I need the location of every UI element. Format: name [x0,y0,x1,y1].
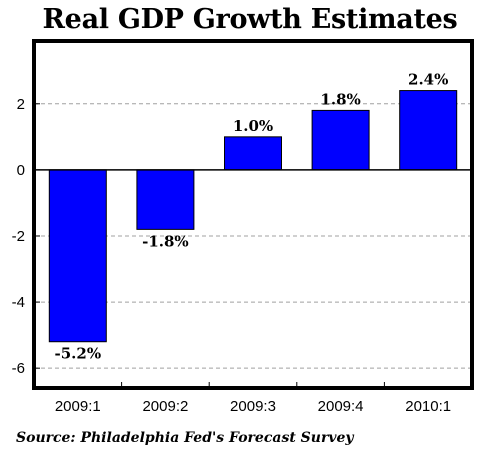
bar-2009-3 [224,136,282,171]
bars [48,90,458,343]
bar-2009-2 [136,169,195,230]
x-tick-label: 2010:1 [405,398,451,415]
chart-title: Real GDP Growth Estimates [42,4,458,35]
bar-2010-1 [399,90,458,171]
y-tick-label: -6 [12,360,25,377]
x-tick-label: 2009:4 [318,398,364,415]
gridlines [34,103,472,369]
plot-frame [32,39,474,390]
x-axis-ticks: 2009:1 2009:2 2009:3 2009:4 2010:1 [33,382,451,415]
data-label: 1.0% [233,117,273,135]
data-label: -5.2% [55,345,102,363]
x-tick-label: 2009:3 [230,398,276,415]
chart-source: Source: Philadelphia Fed's Forecast Surv… [16,430,354,446]
y-tick-label: -2 [12,228,25,245]
data-label: 2.4% [408,71,448,89]
data-label: 1.8% [320,90,360,108]
y-tick-label: -4 [12,294,25,311]
y-tick-label: 0 [17,162,25,179]
bar-2009-1 [48,169,107,343]
data-label: -1.8% [142,232,189,250]
x-tick-label: 2009:1 [55,398,101,415]
x-tick-label: 2009:2 [142,398,188,415]
data-labels: -5.2% -1.8% 1.0% 1.8% 2.4% [55,71,449,363]
bar-2009-4 [311,109,370,171]
y-axis-ticks: 2 0 -2 -4 -6 [12,96,40,377]
y-tick-label: 2 [17,96,25,113]
